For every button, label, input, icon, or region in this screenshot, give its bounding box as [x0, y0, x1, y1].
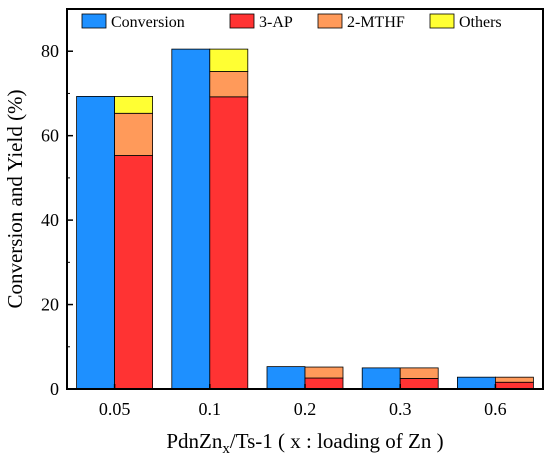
bar-2-mthf — [304, 366, 344, 379]
bar-3-ap — [304, 377, 344, 390]
x-tick-label: 0.1 — [199, 399, 222, 419]
x-axis-title: PdnZnx/Ts-1 ( x : loading of Zn ) — [166, 429, 443, 457]
y-tick-label: 20 — [41, 295, 59, 315]
bar-3-ap — [209, 96, 249, 390]
bar-2-mthf — [494, 376, 534, 383]
legend-swatch — [81, 13, 107, 29]
x-axis-title-rest: /Ts-1 ( x : loading of Zn ) — [230, 429, 444, 453]
y-axis: 0 20 40 60 80 — [41, 41, 73, 399]
y-tick-label: 80 — [41, 41, 59, 61]
x-tick-label: 0.6 — [484, 399, 507, 419]
bar-conversion — [266, 366, 306, 390]
bar-3-ap — [114, 155, 153, 390]
x-axis-title-subscript: x — [222, 441, 230, 457]
bar-conversion — [171, 48, 211, 390]
bar-3-ap — [494, 381, 534, 390]
y-tick-label: 60 — [41, 126, 59, 146]
legend-swatch — [317, 13, 343, 29]
x-axis: 0.05 0.1 0.2 0.3 0.6 — [99, 384, 507, 419]
x-tick-label: 0.3 — [389, 399, 412, 419]
bars-layer — [76, 48, 534, 390]
legend: Conversion 3-AP 2-MTHF Others — [81, 13, 502, 31]
x-tick-label: 0.2 — [294, 399, 317, 419]
bar-2-mthf — [114, 112, 153, 156]
y-axis-title: Conversion and Yield (%) — [3, 89, 27, 308]
legend-label: Conversion — [111, 14, 185, 31]
legend-swatch — [429, 13, 455, 29]
legend-swatch — [229, 13, 255, 29]
bar-3-ap — [399, 378, 439, 390]
bar-conversion — [361, 367, 401, 390]
bar-conversion — [76, 96, 115, 390]
bar-others — [114, 96, 153, 114]
bar-2-mthf — [209, 71, 249, 98]
y-tick-label: 0 — [50, 379, 59, 399]
y-tick-label: 40 — [41, 210, 59, 230]
legend-label: Others — [459, 14, 502, 31]
bar-2-mthf — [399, 367, 439, 379]
x-axis-title-main: PdnZn — [166, 429, 223, 453]
legend-label: 3-AP — [259, 14, 293, 31]
x-tick-label: 0.05 — [99, 399, 131, 419]
bar-conversion — [456, 376, 496, 390]
bar-others — [209, 48, 249, 72]
legend-label: 2-MTHF — [347, 14, 405, 31]
